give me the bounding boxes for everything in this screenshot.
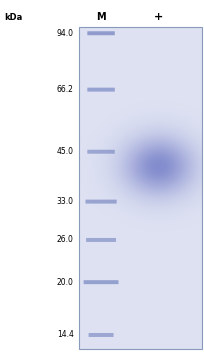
FancyBboxPatch shape <box>87 31 114 35</box>
Text: kDa: kDa <box>4 13 22 22</box>
Text: 45.0: 45.0 <box>57 147 73 156</box>
FancyBboxPatch shape <box>88 333 113 337</box>
FancyBboxPatch shape <box>79 27 201 349</box>
Text: 66.2: 66.2 <box>57 85 73 94</box>
FancyBboxPatch shape <box>83 280 118 284</box>
FancyBboxPatch shape <box>87 88 114 92</box>
Text: 20.0: 20.0 <box>57 278 73 287</box>
FancyBboxPatch shape <box>87 150 114 154</box>
Text: M: M <box>96 12 105 22</box>
FancyBboxPatch shape <box>85 200 116 204</box>
Text: 14.4: 14.4 <box>57 330 73 339</box>
Text: 26.0: 26.0 <box>57 235 73 244</box>
Text: 33.0: 33.0 <box>57 197 73 206</box>
FancyBboxPatch shape <box>86 238 115 242</box>
Text: +: + <box>153 12 163 22</box>
Text: 94.0: 94.0 <box>57 29 73 38</box>
